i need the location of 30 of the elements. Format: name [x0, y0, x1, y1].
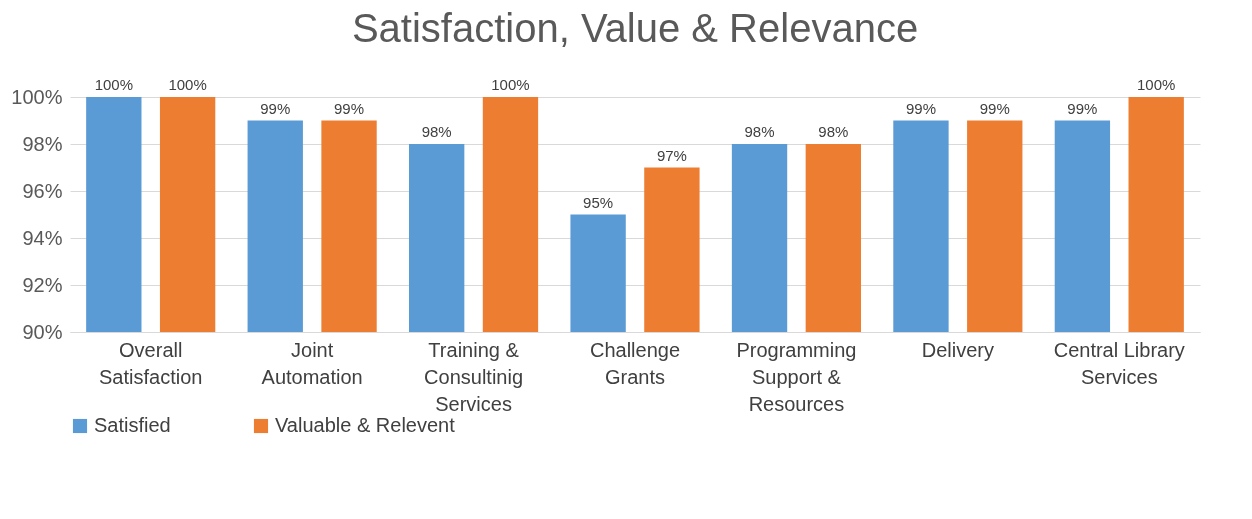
y-tick-label: 98% [22, 132, 63, 155]
data-label: 98% [421, 123, 452, 140]
x-tick-label: Programming Support & Resources [736, 338, 857, 415]
data-label: 100% [1137, 76, 1176, 93]
chart-title: Satisfaction, Value & Relevance [351, 6, 919, 50]
y-tick-label: 96% [22, 179, 63, 202]
data-label: 100% [94, 76, 133, 93]
y-tick-label: 94% [22, 226, 63, 249]
x-tick-label: Training & Consultinig Services [424, 338, 524, 415]
y-tick-label: 92% [22, 273, 63, 296]
legend-label: Valuable & Relevent [275, 414, 456, 436]
x-tick-label: Central Library Services [1053, 338, 1185, 388]
data-label: 99% [260, 99, 291, 117]
data-label: 95% [583, 193, 614, 211]
data-label: 98% [818, 123, 849, 140]
data-label: 99% [1067, 99, 1098, 117]
x-tick-label: Overall Satisfaction [99, 338, 203, 388]
y-tick-label: 100% [11, 85, 63, 108]
data-label: 100% [168, 76, 207, 93]
data-label: 99% [979, 99, 1010, 117]
data-label: 97% [656, 146, 687, 164]
y-tick-label: 90% [22, 320, 63, 343]
data-label: 99% [334, 99, 365, 117]
x-tick-label: Joint Automation [261, 338, 363, 388]
data-label: 98% [744, 123, 775, 140]
legend-label: Satisfied [94, 414, 171, 436]
x-tick-label: Delivery [921, 338, 994, 361]
data-label: 99% [905, 99, 936, 117]
x-tick-label: Challenge Grants [589, 338, 681, 388]
data-label: 100% [491, 76, 530, 93]
